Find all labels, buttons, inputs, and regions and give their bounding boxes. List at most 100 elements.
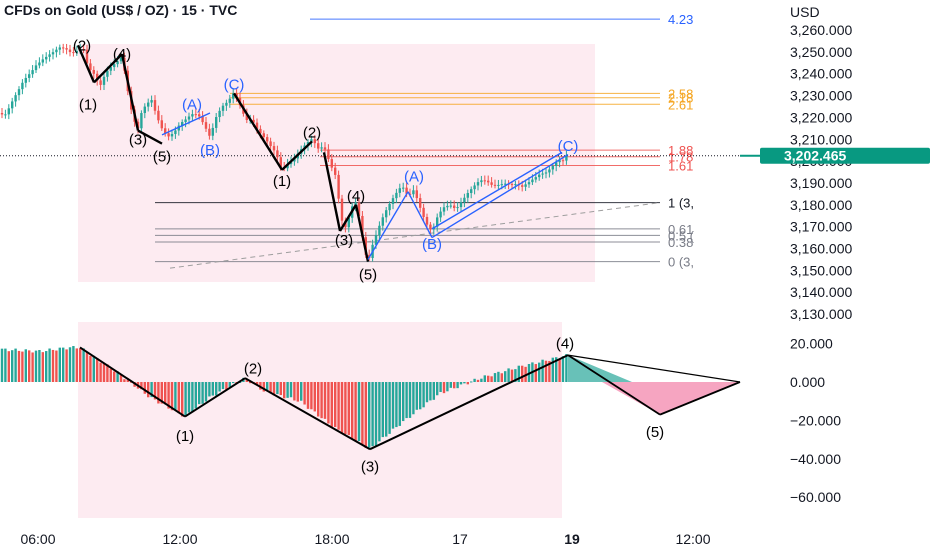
histogram-bar (85, 352, 89, 382)
wave-segment (322, 152, 342, 232)
histogram-bar (432, 382, 435, 400)
candle-body (521, 185, 524, 187)
wave-segment (93, 53, 123, 84)
histogram-bar (558, 358, 561, 382)
histogram-bar (493, 373, 497, 382)
oscillator-wave-segment (184, 377, 246, 418)
histogram-bar (269, 382, 272, 394)
candle-body (65, 48, 68, 50)
histogram-bar (24, 349, 27, 382)
candle-body (75, 50, 78, 53)
histogram-bar (483, 375, 486, 382)
candle-body (453, 205, 456, 209)
candle-body (531, 179, 534, 183)
candle-body (72, 52, 75, 54)
candle-body (7, 108, 10, 115)
histogram-bar (140, 382, 143, 390)
y-tick-label: 3,160.000 (790, 241, 852, 257)
histogram-bar (351, 382, 354, 440)
histogram-bar (313, 382, 316, 412)
fib-level-label: 4.23 (668, 12, 693, 27)
histogram-bar (364, 382, 367, 449)
candle-body (262, 133, 265, 138)
histogram-bar (204, 382, 208, 402)
projection-wave-segment (567, 354, 661, 416)
candle-body (374, 235, 378, 245)
histogram-bar (374, 382, 378, 446)
y-tick-label: 3,150.000 (790, 262, 852, 278)
fib-level-label: 2.61 (668, 97, 693, 112)
last-price-value: 3,202.465 (784, 148, 846, 164)
candle-body (266, 137, 269, 142)
candle-body (317, 143, 320, 149)
candle-body (184, 119, 187, 123)
candle-body (147, 102, 150, 107)
histogram-bar (58, 347, 61, 382)
histogram-bar (391, 382, 395, 429)
wave-label: (5) (153, 149, 171, 166)
histogram-bar (249, 382, 252, 384)
histogram-bar (405, 382, 408, 419)
histogram-bar (293, 382, 296, 401)
candle-body (378, 225, 381, 236)
oscillator-y-tick-label: −40.000 (790, 451, 841, 467)
histogram-bar (7, 351, 10, 382)
histogram-bar (255, 382, 259, 385)
fib-level-label: 0.61 (668, 222, 693, 237)
histogram-bar (28, 350, 31, 382)
candle-body (504, 183, 507, 185)
histogram-bar (55, 350, 58, 382)
candle-body (160, 120, 163, 129)
candle-body (164, 128, 167, 134)
candle-body (99, 80, 102, 85)
histogram-bar (225, 382, 228, 390)
candle-body (561, 160, 565, 162)
histogram-bar (232, 382, 235, 384)
candle-body (140, 113, 143, 129)
x-tick-label: 17 (452, 531, 468, 547)
candle-body (38, 62, 41, 66)
candle-body (89, 63, 92, 70)
histogram-bar (378, 382, 381, 442)
histogram-bar (21, 351, 24, 382)
histogram-bar (551, 357, 554, 382)
candle-body (354, 202, 357, 207)
histogram-bar (283, 382, 286, 399)
histogram-bar (415, 382, 418, 410)
candle-body (514, 184, 517, 186)
candle-body (330, 159, 333, 168)
histogram-bar (96, 358, 99, 382)
candle-body (555, 162, 558, 166)
histogram-bar (289, 382, 293, 398)
candle-body (55, 49, 58, 53)
candle-body (473, 185, 476, 190)
histogram-bar (194, 382, 197, 409)
candle-body (31, 70, 34, 75)
wave-segment (120, 53, 140, 131)
candle-body (538, 174, 541, 178)
candle-body (62, 47, 65, 49)
candle-body (167, 133, 170, 137)
candle-body (153, 100, 157, 111)
corrective-wave-segment (161, 112, 211, 136)
histogram-bar (45, 351, 48, 382)
candle-body (493, 184, 497, 186)
histogram-bar (565, 354, 568, 382)
candle-body (228, 98, 231, 103)
histogram-bar (473, 378, 476, 382)
wave-label: (B) (200, 142, 220, 159)
histogram-bar (68, 347, 72, 382)
histogram-bar (456, 382, 459, 389)
wave-label: (4) (113, 46, 131, 63)
candle-body (558, 160, 561, 163)
candle-body (323, 147, 327, 150)
histogram-bar (463, 382, 466, 384)
candle-body (170, 134, 174, 137)
histogram-bar (143, 382, 146, 394)
x-tick-label: 06:00 (20, 531, 55, 547)
candle-body (150, 100, 153, 103)
wave-label: (3) (129, 131, 147, 148)
corrective-wave-segment (407, 191, 433, 238)
histogram-bar (167, 382, 170, 409)
